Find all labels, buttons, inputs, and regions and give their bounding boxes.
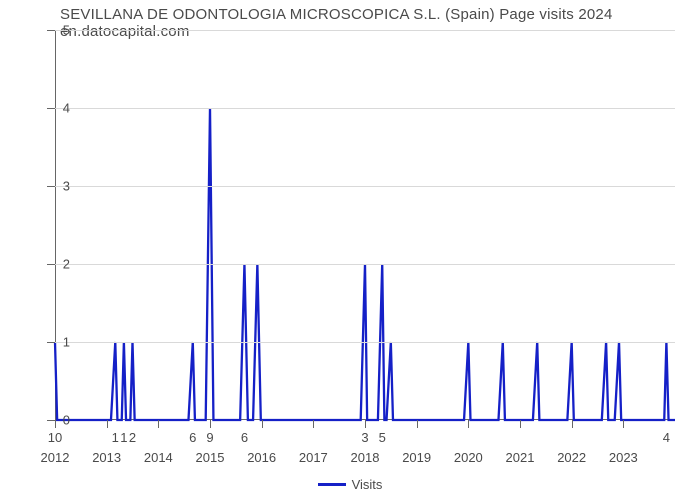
x-tick xyxy=(262,420,263,428)
legend-swatch xyxy=(318,483,346,486)
x-value-label: 2 xyxy=(129,430,136,445)
x-tick xyxy=(623,420,624,428)
x-year-label: 2019 xyxy=(402,450,431,465)
chart-container: SEVILLANA DE ODONTOLOGIA MICROSCOPICA S.… xyxy=(0,0,700,500)
x-value-label: 6 xyxy=(241,430,248,445)
y-tick-label: 4 xyxy=(63,101,70,116)
x-value-label: 9 xyxy=(206,430,213,445)
x-year-label: 2022 xyxy=(557,450,586,465)
y-tick xyxy=(47,342,55,343)
x-year-label: 2013 xyxy=(92,450,121,465)
x-year-label: 2015 xyxy=(196,450,225,465)
gridline-h xyxy=(55,30,675,31)
plot-area xyxy=(55,30,675,420)
legend-label: Visits xyxy=(352,477,383,492)
x-tick xyxy=(520,420,521,428)
legend-item: Visits xyxy=(318,477,383,492)
x-tick xyxy=(55,420,56,428)
x-tick xyxy=(572,420,573,428)
y-tick-label: 2 xyxy=(63,257,70,272)
x-year-label: 2017 xyxy=(299,450,328,465)
y-tick xyxy=(47,30,55,31)
x-value-label: 1 xyxy=(120,430,127,445)
x-value-label: 10 xyxy=(48,430,62,445)
x-value-label: 5 xyxy=(379,430,386,445)
line-series xyxy=(55,30,675,420)
x-year-label: 2020 xyxy=(454,450,483,465)
x-value-label: 3 xyxy=(361,430,368,445)
x-year-label: 2018 xyxy=(351,450,380,465)
x-tick xyxy=(210,420,211,428)
y-tick xyxy=(47,186,55,187)
x-year-label: 2023 xyxy=(609,450,638,465)
gridline-h xyxy=(55,264,675,265)
y-tick-label: 1 xyxy=(63,335,70,350)
y-tick xyxy=(47,420,55,421)
x-tick xyxy=(107,420,108,428)
x-tick xyxy=(313,420,314,428)
y-tick xyxy=(47,108,55,109)
y-tick-label: 3 xyxy=(63,179,70,194)
y-tick-label: 0 xyxy=(63,413,70,428)
x-value-label: 6 xyxy=(189,430,196,445)
x-tick xyxy=(417,420,418,428)
gridline-h xyxy=(55,342,675,343)
x-value-label: 1 xyxy=(112,430,119,445)
x-year-label: 2014 xyxy=(144,450,173,465)
legend: Visits xyxy=(0,473,700,492)
y-tick xyxy=(47,264,55,265)
gridline-h xyxy=(55,108,675,109)
x-year-label: 2021 xyxy=(506,450,535,465)
x-tick xyxy=(468,420,469,428)
x-tick xyxy=(158,420,159,428)
x-tick xyxy=(365,420,366,428)
x-year-label: 2016 xyxy=(247,450,276,465)
gridline-h xyxy=(55,186,675,187)
x-value-label: 4 xyxy=(663,430,670,445)
x-year-label: 2012 xyxy=(41,450,70,465)
y-tick-label: 5 xyxy=(63,23,70,38)
